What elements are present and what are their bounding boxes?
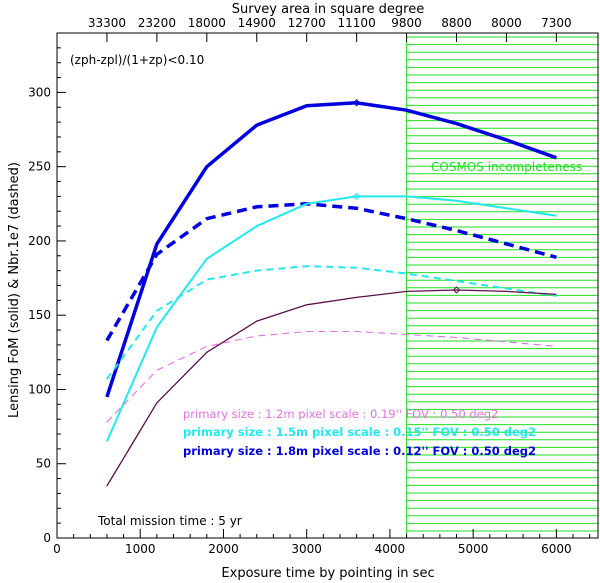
series-line-fom-1-8m — [105, 101, 557, 398]
series-line-fom-1-2m — [106, 289, 557, 487]
y-tick-label: 250 — [28, 160, 51, 174]
y-tick-label: 0 — [43, 531, 51, 545]
y-tick-label: 300 — [28, 85, 51, 99]
x-tick-label: 3000 — [291, 542, 322, 556]
mission-annotation: Total mission time : 5 yr — [97, 514, 242, 528]
series-marker-fom-1-5m — [352, 192, 361, 201]
top-tick-label: 14900 — [238, 16, 276, 30]
x-tick-label: 6000 — [541, 542, 572, 556]
series-line-fom-1-5m — [105, 195, 557, 442]
y-tick-label: 150 — [28, 308, 51, 322]
legend-entry-1-8m: primary size : 1.8m pixel scale : 0.12''… — [183, 444, 536, 458]
top-tick-label: 11100 — [338, 16, 376, 30]
top-tick-label: 8800 — [441, 16, 472, 30]
criterion-annotation: (zph-zpl)/(1+zp)<0.10 — [70, 53, 204, 67]
bottom-axis-ticks: 0 1000 2000 3000 4000 5000 6000 — [53, 529, 591, 556]
y-tick-label: 100 — [28, 382, 51, 396]
x-tick-label: 5000 — [458, 542, 489, 556]
series-layer — [105, 101, 557, 487]
x-axis-label: Exposure time by pointing in sec — [221, 566, 434, 581]
legend-entry-1-2m: primary size : 1.2m pixel scale : 0.19''… — [183, 407, 498, 421]
series-marker-fom-1-8m — [352, 99, 361, 107]
top-tick-label: 33300 — [88, 16, 126, 30]
series-marker-fom-1-2m — [452, 286, 461, 294]
marker-layer — [352, 99, 461, 294]
x-tick-label: 0 — [53, 542, 61, 556]
cosmos-hatch-region — [406, 33, 598, 538]
top-axis-label: Survey area in square degree — [232, 2, 424, 17]
legend-entry-1-5m: primary size : 1.5m pixel scale : 0.15''… — [183, 425, 536, 439]
top-tick-label: 23200 — [138, 16, 176, 30]
top-axis-ticks: 33300 23200 18000 14900 12700 11100 9800 8800 80… — [88, 16, 572, 42]
top-tick-label: 18000 — [188, 16, 226, 30]
x-tick-label: 4000 — [375, 542, 406, 556]
y-axis-label: Lensing FoM (solid) & Nbr.1e7 (dashed) — [7, 162, 22, 418]
x-tick-label: 2000 — [208, 542, 239, 556]
top-tick-label: 12700 — [288, 16, 326, 30]
y-tick-label: 200 — [28, 234, 51, 248]
top-tick-label: 9800 — [391, 16, 422, 30]
top-tick-label: 8000 — [491, 16, 522, 30]
y-tick-label: 50 — [36, 457, 51, 471]
top-tick-label: 7300 — [541, 16, 572, 30]
cosmos-annotation: COSMOS incompleteness — [431, 160, 582, 174]
series-line-nbr-1-5m — [106, 265, 557, 380]
series-line-nbr-1-8m — [105, 202, 557, 342]
x-tick-label: 1000 — [125, 542, 156, 556]
series-line-nbr-1-2m — [106, 330, 557, 423]
left-axis-ticks: 0 50 100 150 200 250 300 — [28, 47, 66, 545]
